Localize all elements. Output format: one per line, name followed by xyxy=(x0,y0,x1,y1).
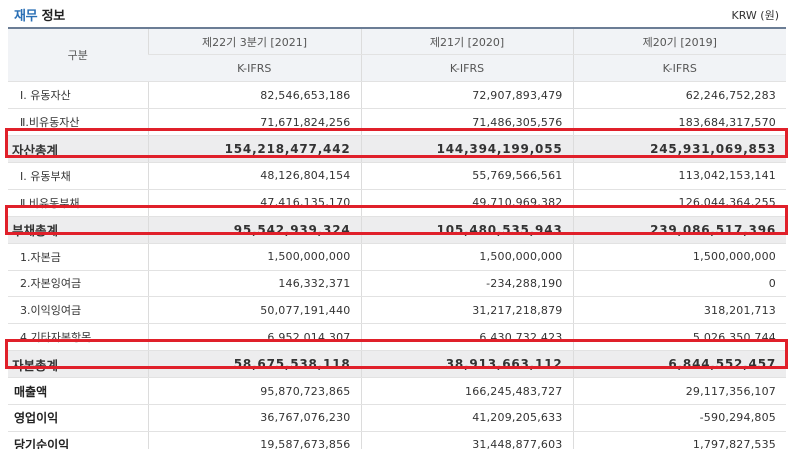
table-row: Ⅰ. 유동자산 82,546,653,186 72,907,893,479 62,24… xyxy=(8,81,786,110)
row-label: 자본총계 xyxy=(8,350,148,379)
standard-header: K-IFRS xyxy=(148,54,361,83)
cell-value: 62,246,752,283 xyxy=(572,81,786,110)
cell-value: 71,486,305,576 xyxy=(360,108,573,137)
row-label: Ⅰ. 유동부채 xyxy=(8,162,148,190)
cell-value: 38,913,663,112 xyxy=(360,350,573,379)
row-label: 영업이익 xyxy=(8,404,148,432)
row-label: 2.자본잉여금 xyxy=(8,270,148,298)
standard-header: K-IFRS xyxy=(572,54,786,83)
cell-value: 0 xyxy=(572,270,786,298)
table-body: Ⅰ. 유동자산 82,546,653,186 72,907,893,479 62,24… xyxy=(8,81,786,449)
cell-value: 146,332,371 xyxy=(147,270,361,298)
table-row: 1.자본금 1,500,000,000 1,500,000,000 1,500,000… xyxy=(8,243,786,271)
row-label: 자산총계 xyxy=(8,135,148,163)
cell-value: 105,480,535,943 xyxy=(360,216,573,244)
cell-value: -590,294,805 xyxy=(572,404,786,432)
cell-value: 50,077,191,440 xyxy=(147,296,361,325)
row-label: Ⅱ.비유동자산 xyxy=(8,108,148,137)
cell-value: 36,767,076,230 xyxy=(147,404,361,432)
cell-value: 318,201,713 xyxy=(572,296,786,325)
cell-value: 41,209,205,633 xyxy=(360,404,573,432)
cell-value: 166,245,483,727 xyxy=(360,377,573,405)
cell-value: 31,448,877,603 xyxy=(360,431,573,449)
cell-value: 58,675,538,118 xyxy=(147,350,361,379)
cell-value: 1,797,827,535 xyxy=(572,431,786,449)
row-label: Ⅰ. 유동자산 xyxy=(8,81,148,110)
cell-value: 5,026,350,744 xyxy=(572,323,786,352)
cell-value: 1,500,000,000 xyxy=(572,243,786,271)
table-row: Ⅱ.비유동부채 47,416,135,170 49,710,969,382 126,0… xyxy=(8,189,786,217)
row-label: 부채총계 xyxy=(8,216,148,244)
cell-value: 29,117,356,107 xyxy=(572,377,786,405)
cell-value: 82,546,653,186 xyxy=(147,81,361,110)
table-row: 자본총계 58,675,538,118 38,913,663,112 6,844,55… xyxy=(8,350,786,379)
cell-value: 126,044,364,255 xyxy=(572,189,786,217)
cell-value: 6,430,732,423 xyxy=(360,323,573,352)
currency-unit: KRW (원) xyxy=(731,9,780,22)
cell-value: 1,500,000,000 xyxy=(360,243,573,271)
cell-value: 144,394,199,055 xyxy=(360,135,573,163)
cell-value: 1,500,000,000 xyxy=(147,243,361,271)
cell-value: 239,086,517,396 xyxy=(572,216,786,244)
cell-value: 47,416,135,170 xyxy=(147,189,361,217)
cell-value: 71,671,824,256 xyxy=(147,108,361,137)
row-label: 1.자본금 xyxy=(8,243,148,271)
title-accent: 재무 xyxy=(14,9,38,24)
row-label: 당기순이익 xyxy=(8,431,148,449)
cell-value: 49,710,969,382 xyxy=(360,189,573,217)
table-row: 영업이익 36,767,076,230 41,209,205,633 -590,294… xyxy=(8,404,786,432)
cell-value: 19,587,673,856 xyxy=(147,431,361,449)
table-row: 2.자본잉여금 146,332,371 -234,288,190 0 xyxy=(8,270,786,298)
row-label: 4.기타자본항목 xyxy=(8,323,148,352)
cell-value: 113,042,153,141 xyxy=(572,162,786,190)
period-header: 제22기 3분기 [2021] xyxy=(147,28,361,56)
row-label: 매출액 xyxy=(8,377,148,405)
cell-value: 95,870,723,865 xyxy=(147,377,361,405)
row-label: Ⅱ.비유동부채 xyxy=(8,189,148,217)
cell-value: -234,288,190 xyxy=(360,270,573,298)
period-header: 제20기 [2019] xyxy=(572,28,786,56)
table-row: 부채총계 95,542,939,324 105,480,535,943 239,086… xyxy=(8,216,786,244)
table-row: 자산총계 154,218,477,442 144,394,199,055 245,93… xyxy=(8,135,786,163)
cell-value: 6,952,014,307 xyxy=(147,323,361,352)
section-header: 재무 정보 KRW (원) xyxy=(0,0,795,26)
table-row: Ⅰ. 유동부채 48,126,804,154 55,769,566,561 113,0… xyxy=(8,162,786,190)
table-row: 매출액 95,870,723,865 166,245,483,727 29,117,3… xyxy=(8,377,786,405)
gubun-header: 구분 xyxy=(8,28,148,83)
financial-table: 구분 제22기 3분기 [2021] 제21기 [2020] 제20기 [201… xyxy=(8,27,786,449)
table-row: 3.이익잉여금 50,077,191,440 31,217,218,879 318,2… xyxy=(8,296,786,325)
cell-value: 245,931,069,853 xyxy=(572,135,786,163)
table-head: 구분 제22기 3분기 [2021] 제21기 [2020] 제20기 [201… xyxy=(8,28,786,83)
cell-value: 95,542,939,324 xyxy=(147,216,361,244)
cell-value: 55,769,566,561 xyxy=(360,162,573,190)
title-rest: 정보 xyxy=(41,9,66,24)
standard-header: K-IFRS xyxy=(360,54,573,83)
period-header: 제21기 [2020] xyxy=(360,28,573,56)
cell-value: 6,844,552,457 xyxy=(572,350,786,379)
section-title: 재무 정보 xyxy=(14,5,65,24)
cell-value: 183,684,317,570 xyxy=(572,108,786,137)
table-row: 4.기타자본항목 6,952,014,307 6,430,732,423 5,026,… xyxy=(8,323,786,352)
cell-value: 31,217,218,879 xyxy=(360,296,573,325)
table-row: Ⅱ.비유동자산 71,671,824,256 71,486,305,576 183,6… xyxy=(8,108,786,137)
row-label: 3.이익잉여금 xyxy=(8,296,148,325)
cell-value: 154,218,477,442 xyxy=(147,135,361,163)
cell-value: 48,126,804,154 xyxy=(147,162,361,190)
table-row: 당기순이익 19,587,673,856 31,448,877,603 1,797,8… xyxy=(8,431,786,449)
cell-value: 72,907,893,479 xyxy=(360,81,573,110)
